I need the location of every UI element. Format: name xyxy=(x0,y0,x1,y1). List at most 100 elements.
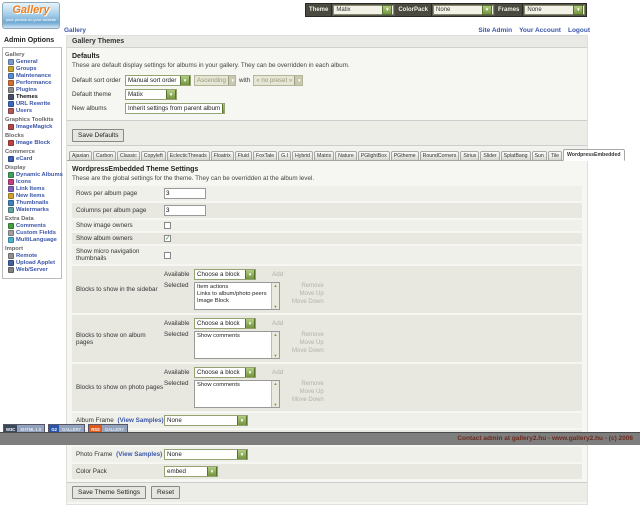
save-defaults-button[interactable]: Save Defaults xyxy=(72,129,125,142)
sidebar-item-label[interactable]: Upload Applet xyxy=(16,260,56,266)
frames-select[interactable]: None ▼ xyxy=(524,5,586,15)
sidebar-item-label[interactable]: Performance xyxy=(16,80,52,86)
tab-gi[interactable]: G.I xyxy=(278,151,292,160)
sidebar-item-label[interactable]: Icons xyxy=(16,179,32,185)
move-up-link[interactable]: Move Up xyxy=(299,340,324,346)
show-micro-nav-checkbox[interactable] xyxy=(164,251,171,259)
rows-per-page-input[interactable] xyxy=(164,188,206,199)
tab-fluid[interactable]: Fluid xyxy=(234,151,252,160)
tab-siriux[interactable]: Siriux xyxy=(460,151,480,160)
scrollbar[interactable]: ▲ ▼ xyxy=(271,381,279,407)
tab-roundcorners[interactable]: RoundCorners xyxy=(419,151,460,160)
list-item[interactable]: Show comments xyxy=(197,333,240,339)
sidebar-item-label[interactable]: URL Rewrite xyxy=(16,101,51,107)
sidebar-item-label[interactable]: Plugins xyxy=(16,87,37,93)
scroll-up-icon[interactable]: ▲ xyxy=(273,332,278,337)
tab-tile[interactable]: Tile xyxy=(547,151,562,160)
scroll-up-icon[interactable]: ▲ xyxy=(273,283,278,288)
remove-link[interactable]: Remove xyxy=(301,332,324,338)
tab-classic[interactable]: Classic xyxy=(117,151,140,160)
theme-select[interactable]: Matix ▼ xyxy=(333,5,395,15)
sidebar-item-label[interactable]: New Items xyxy=(16,193,45,199)
breadcrumb-gallery-link[interactable]: Gallery xyxy=(64,27,87,34)
default-sort-order-select[interactable]: Manual sort order ▼ xyxy=(125,74,191,86)
move-up-link[interactable]: Move Up xyxy=(299,389,324,395)
color-pack-select[interactable]: embed ▼ xyxy=(164,466,218,477)
view-samples-link[interactable]: (View Samples) xyxy=(116,451,163,458)
tab-wordpressembedded[interactable]: WordpressEmbedded xyxy=(562,149,625,161)
tab-foxtale[interactable]: FoxTale xyxy=(252,151,278,160)
add-link[interactable]: Add xyxy=(272,271,284,278)
photo-frame-select[interactable]: None ▼ xyxy=(164,449,248,460)
sidebar-item-label[interactable]: Remote xyxy=(16,253,38,259)
scroll-down-icon[interactable]: ▼ xyxy=(273,402,278,407)
sidebar-item-label[interactable]: Thumbnails xyxy=(16,200,49,206)
scroll-up-icon[interactable]: ▲ xyxy=(273,381,278,386)
default-theme-select[interactable]: Matix ▼ xyxy=(125,88,177,100)
tab-hybrid[interactable]: Hybrid xyxy=(292,151,314,160)
gallery-logo[interactable]: Gallery your photos on your website xyxy=(2,2,60,29)
blocks-sidebar-selected-list[interactable]: Item actions Links to album/photo peers … xyxy=(194,282,280,310)
list-item[interactable]: Show comments xyxy=(197,382,240,388)
tab-splatbang[interactable]: SplatBang xyxy=(500,151,531,160)
move-down-link[interactable]: Move Down xyxy=(292,299,324,305)
sidebar-item-label[interactable]: Users xyxy=(16,108,33,114)
tab-slider[interactable]: Slider xyxy=(480,151,500,160)
sidebar-item-label[interactable]: Maintenance xyxy=(16,73,52,79)
add-link[interactable]: Add xyxy=(272,369,284,376)
blocks-photo-selected-list[interactable]: Show comments ▲ ▼ xyxy=(194,380,280,408)
sidebar-item-label[interactable]: Image Block xyxy=(16,140,51,146)
your-account-link[interactable]: Your Account xyxy=(519,27,561,34)
sidebar-item-label[interactable]: Custom Fields xyxy=(16,230,56,236)
tab-matrix[interactable]: Matrix xyxy=(314,151,335,160)
tab-carbon[interactable]: Carbon xyxy=(93,151,117,160)
remove-link[interactable]: Remove xyxy=(301,283,324,289)
tab-copyleft[interactable]: Copyleft xyxy=(140,151,166,160)
remove-link[interactable]: Remove xyxy=(301,381,324,387)
sidebar-item-label[interactable]: General xyxy=(16,59,38,65)
save-theme-settings-button[interactable]: Save Theme Settings xyxy=(72,486,147,499)
new-albums-select[interactable]: Inherit settings from parent album ▼ xyxy=(125,102,225,114)
blocks-album-available-select[interactable]: Choose a block ▼ xyxy=(194,318,256,329)
site-admin-link[interactable]: Site Admin xyxy=(478,27,513,34)
sidebar-item-label[interactable]: Dynamic Albums xyxy=(16,172,63,178)
sidebar-item-label[interactable]: Web/Server xyxy=(16,267,48,273)
sidebar-item-label[interactable]: Groups xyxy=(16,66,37,72)
blocks-sidebar-available-select[interactable]: Choose a block ▼ xyxy=(194,269,256,280)
move-down-link[interactable]: Move Down xyxy=(292,348,324,354)
tab-pglightbox[interactable]: PGlightBox xyxy=(357,151,390,160)
scrollbar[interactable]: ▲ ▼ xyxy=(271,332,279,358)
tab-nature[interactable]: Nature xyxy=(335,151,357,160)
tab-floatrix[interactable]: Floatrix xyxy=(210,151,234,160)
tab-sun[interactable]: Sun xyxy=(531,151,547,160)
scrollbar[interactable]: ▲ ▼ xyxy=(271,283,279,309)
tab-eclecticthreads[interactable]: EclecticThreads xyxy=(166,151,210,160)
sidebar-item-label[interactable]: eCard xyxy=(16,156,33,162)
colorpack-select[interactable]: None ▼ xyxy=(433,5,495,15)
logout-link[interactable]: Logout xyxy=(567,27,590,34)
blocks-album-selected-list[interactable]: Show comments ▲ ▼ xyxy=(194,331,280,359)
tab-pgtheme[interactable]: PGtheme xyxy=(390,151,419,160)
move-up-link[interactable]: Move Up xyxy=(299,291,324,297)
sidebar-item-label[interactable]: Comments xyxy=(16,223,46,229)
album-frame-select[interactable]: None ▼ xyxy=(164,415,248,426)
view-samples-link[interactable]: (View Samples) xyxy=(117,417,164,424)
sidebar-item-label[interactable]: Watermarks xyxy=(16,207,49,213)
sidebar-item-label[interactable]: Themes xyxy=(16,94,38,100)
show-image-owners-checkbox[interactable] xyxy=(164,222,171,229)
reset-button[interactable]: Reset xyxy=(151,486,181,499)
show-album-owners-checkbox[interactable] xyxy=(164,235,171,242)
sidebar-item-label[interactable]: MultiLanguage xyxy=(16,237,57,243)
list-item[interactable]: Links to album/photo peers xyxy=(197,291,267,297)
blocks-photo-available-select[interactable]: Choose a block ▼ xyxy=(194,367,256,378)
tab-ajaxian[interactable]: Ajaxian xyxy=(69,151,93,160)
list-item[interactable]: Item actions xyxy=(197,284,229,290)
scroll-down-icon[interactable]: ▼ xyxy=(273,304,278,309)
list-item[interactable]: Image Block xyxy=(197,298,229,304)
scroll-down-icon[interactable]: ▼ xyxy=(273,353,278,358)
sidebar-item-label[interactable]: Link Items xyxy=(16,186,45,192)
move-down-link[interactable]: Move Down xyxy=(292,397,324,403)
add-link[interactable]: Add xyxy=(272,320,284,327)
sidebar-item-label[interactable]: ImageMagick xyxy=(16,124,53,130)
cols-per-page-input[interactable] xyxy=(164,205,206,216)
